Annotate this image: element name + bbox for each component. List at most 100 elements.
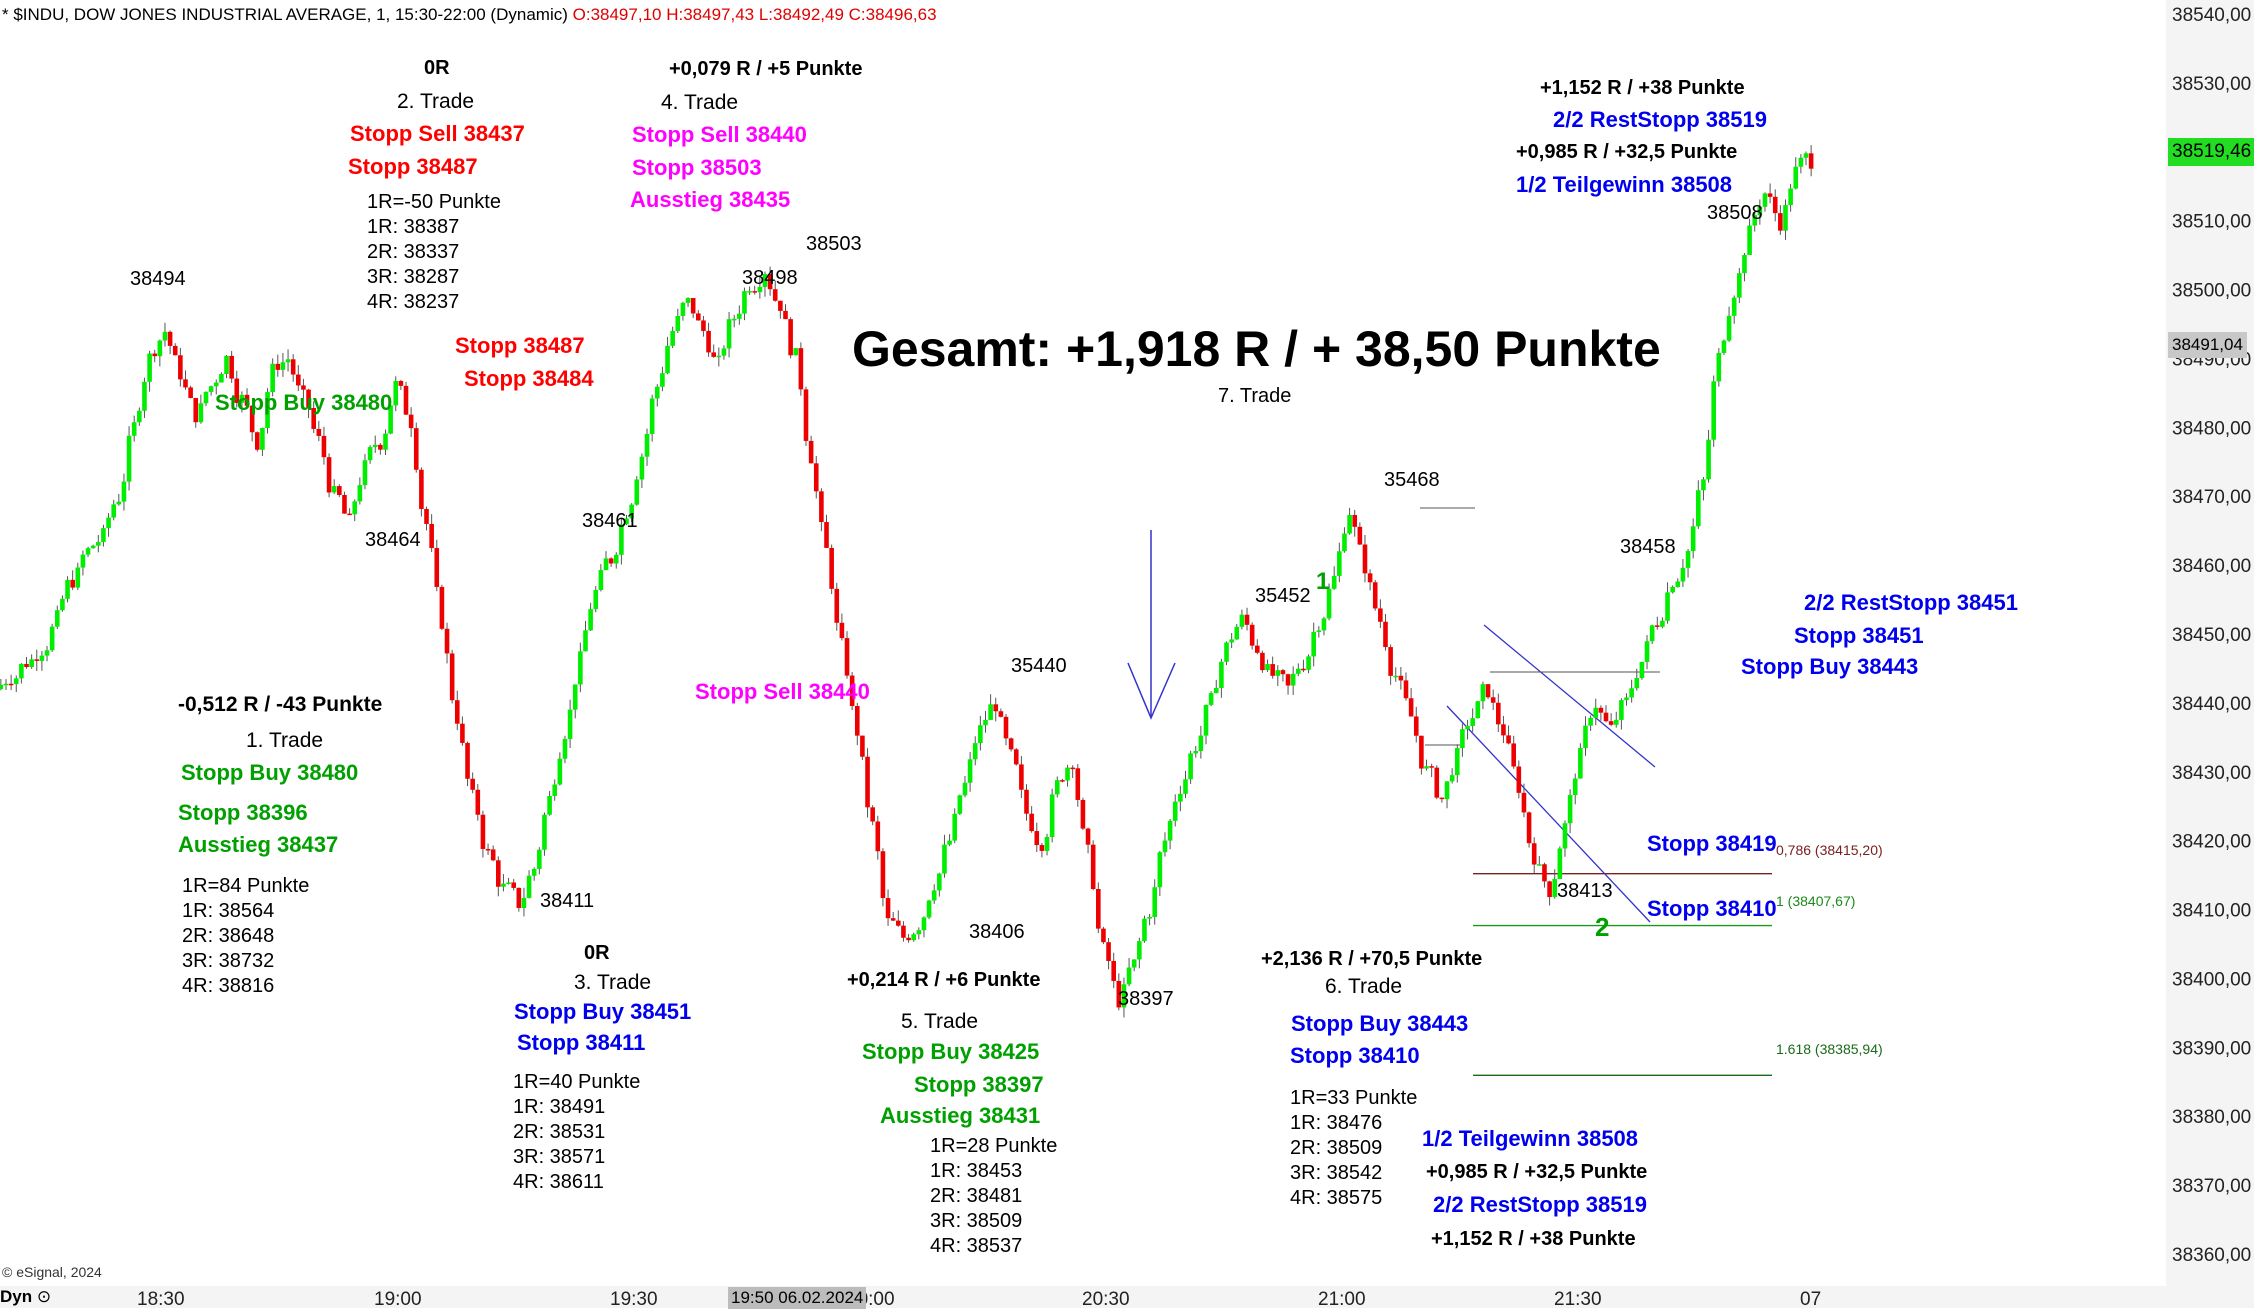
candle-down bbox=[337, 486, 342, 495]
candle-down bbox=[844, 638, 850, 676]
candle-down bbox=[1024, 789, 1029, 814]
candle-down bbox=[1034, 831, 1040, 846]
candle-up bbox=[526, 875, 532, 898]
candle-down bbox=[839, 622, 845, 639]
candle-down bbox=[1485, 684, 1491, 698]
candle-down bbox=[1372, 582, 1378, 609]
y-tick-label: 38410,00 bbox=[2172, 901, 2251, 922]
candle-up bbox=[1444, 781, 1450, 800]
candle-up bbox=[942, 844, 947, 874]
trade1-exit: Ausstieg 38437 bbox=[178, 832, 339, 857]
candle-up bbox=[39, 655, 45, 661]
candle-down bbox=[865, 756, 870, 808]
trade2-stop: Stopp 38487 bbox=[348, 154, 478, 179]
candle-up bbox=[1726, 315, 1732, 341]
top-right-partial: 1/2 Teilgewinn 38508 bbox=[1516, 172, 1733, 197]
drawing-lines bbox=[1127, 507, 1772, 1077]
candle-up bbox=[137, 410, 142, 423]
candle-down bbox=[1080, 799, 1086, 829]
trade5-stop: Stopp 38397 bbox=[914, 1072, 1044, 1097]
lock-icon[interactable]: ⊙ bbox=[36, 1287, 52, 1306]
candle-up bbox=[1347, 514, 1352, 534]
candle-down bbox=[167, 331, 173, 346]
dyn-label[interactable]: Dyn ⊙ bbox=[0, 1287, 51, 1307]
candle-up bbox=[1234, 626, 1240, 640]
candle-up bbox=[121, 481, 127, 502]
candle-down bbox=[706, 330, 711, 353]
candle-up bbox=[1629, 688, 1634, 698]
candle-up bbox=[952, 813, 958, 841]
swing-label: 35452 bbox=[1255, 585, 1311, 607]
candle-up bbox=[521, 897, 527, 908]
candle-up bbox=[1572, 778, 1578, 796]
candle-down bbox=[321, 435, 327, 458]
dyn-text: Dyn bbox=[0, 1287, 33, 1306]
candle-up bbox=[1188, 753, 1193, 780]
candle-down bbox=[70, 579, 75, 588]
y-tick-label: 38450,00 bbox=[2172, 625, 2251, 646]
candle-up bbox=[239, 394, 245, 403]
candle-up bbox=[1475, 701, 1481, 719]
fib-label-1618: 1.618 (38385,94) bbox=[1776, 1041, 1883, 1057]
candle-down bbox=[434, 548, 440, 587]
candle-up bbox=[1306, 656, 1311, 670]
candle-up bbox=[1685, 551, 1691, 568]
copyright-text: © eSignal, 2024 bbox=[2, 1264, 102, 1280]
candle-up bbox=[1588, 717, 1593, 726]
trade1-stop: Stopp 38396 bbox=[178, 800, 308, 825]
candle-down bbox=[1003, 716, 1009, 739]
candle-up bbox=[90, 545, 96, 549]
candle-down bbox=[8, 683, 14, 686]
candle-down bbox=[1490, 697, 1496, 703]
x-tick-label: 07 bbox=[1800, 1289, 1821, 1308]
candle-down bbox=[470, 778, 475, 790]
candle-down bbox=[1547, 881, 1552, 898]
candles bbox=[0, 145, 1814, 1018]
candle-up bbox=[721, 348, 727, 356]
trade1-targets: 1R=84 Punkte 1R: 38564 2R: 38648 3R: 387… bbox=[182, 874, 309, 999]
x-tick-label: 21:00 bbox=[1318, 1289, 1366, 1308]
candle-up bbox=[1054, 780, 1060, 795]
candle-up bbox=[567, 709, 573, 739]
top-right-reststop: 2/2 RestStopp 38519 bbox=[1553, 107, 1767, 132]
candle-up bbox=[1752, 215, 1758, 226]
candle-down bbox=[798, 348, 804, 390]
candle-down bbox=[885, 898, 891, 919]
candle-up bbox=[654, 386, 660, 399]
candle-down bbox=[347, 513, 352, 516]
y-tick-label: 38480,00 bbox=[2172, 418, 2251, 439]
candle-down bbox=[1521, 792, 1527, 813]
candle-down bbox=[1388, 647, 1393, 676]
y-tick-label: 38400,00 bbox=[2172, 969, 2251, 990]
candle-up bbox=[162, 331, 168, 341]
candle-up bbox=[1747, 225, 1752, 255]
y-tick-label: 38510,00 bbox=[2172, 212, 2251, 233]
candle-up bbox=[1731, 297, 1737, 316]
candle-down bbox=[183, 379, 188, 388]
candle-up bbox=[1275, 670, 1281, 676]
candle-down bbox=[1511, 743, 1516, 767]
candle-up bbox=[731, 318, 737, 321]
candle-down bbox=[1413, 716, 1419, 736]
candle-up bbox=[1172, 801, 1178, 821]
trade2-trail-stop-1: Stopp 38487 bbox=[455, 333, 585, 358]
candle-up bbox=[106, 517, 111, 529]
top-right-result-2: +0,985 R / +32,5 Punkte bbox=[1516, 141, 1738, 163]
candle-up bbox=[1157, 852, 1163, 888]
candle-up bbox=[352, 501, 358, 515]
candle-up bbox=[1152, 887, 1158, 917]
candle-down bbox=[1249, 624, 1255, 646]
trade6-result: +2,136 R / +70,5 Punkte bbox=[1261, 948, 1483, 970]
candle-down bbox=[516, 887, 522, 908]
candle-up bbox=[680, 302, 686, 316]
candle-up bbox=[1639, 661, 1645, 679]
candle-up bbox=[1131, 959, 1137, 968]
trade6-stop: Stopp 38410 bbox=[1290, 1043, 1420, 1068]
candle-down bbox=[172, 345, 178, 356]
target-line: 1R: 38564 bbox=[182, 900, 275, 922]
trade4-chart-note: Stopp Sell 38440 bbox=[695, 679, 870, 704]
x-tick-label: 19:00 bbox=[374, 1289, 422, 1308]
candle-down bbox=[419, 469, 424, 509]
candle-down bbox=[34, 659, 40, 661]
